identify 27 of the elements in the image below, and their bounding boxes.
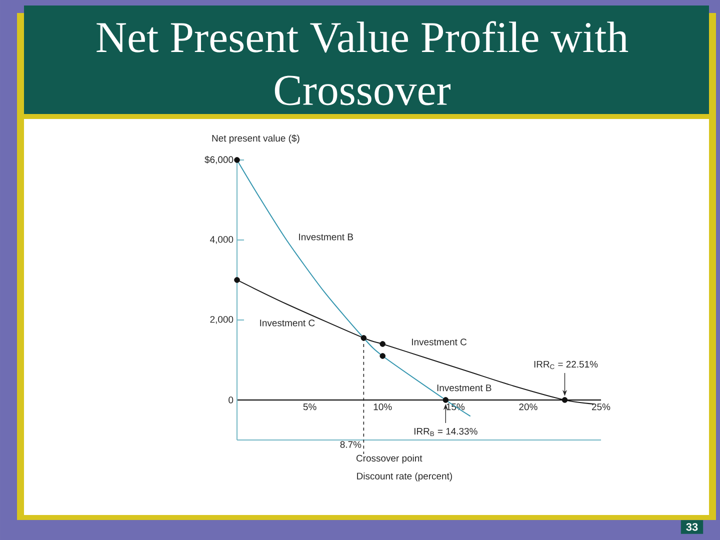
y-tick-label: $6,000	[204, 156, 234, 164]
series-label: Investment C	[260, 320, 315, 326]
point	[562, 397, 568, 403]
annotation: IRR$_{C}$ = 22.51%	[534, 360, 598, 370]
x-axis-title: Discount rate (percent)	[357, 472, 452, 482]
x-tick-label: 5%	[303, 404, 316, 410]
x-tick-label: 25%	[592, 404, 610, 410]
text: 33	[686, 523, 698, 531]
y-tick-label: 4,000	[210, 236, 234, 244]
y-tick-label: 0	[228, 396, 234, 404]
series-label: Investment B	[299, 234, 353, 240]
x-tick-label: 10%	[374, 404, 392, 410]
point	[442, 397, 449, 403]
text: Crossover point	[356, 454, 422, 464]
point	[380, 353, 386, 359]
chart-title: Net Present Value Profile with Crossover	[96, 21, 628, 106]
point	[234, 277, 240, 283]
annotation: IRR$_{B}$ = 14.33%	[414, 428, 478, 436]
point	[380, 341, 386, 347]
annotation: Investment C	[412, 338, 467, 346]
point	[360, 335, 367, 341]
y-axis-title: Net present value ($)	[212, 134, 300, 144]
x-tick-label: 20%	[519, 404, 538, 410]
point	[234, 157, 240, 163]
annotation: Investment B	[437, 384, 492, 392]
y-tick-label: 2,000	[210, 316, 234, 324]
ref-line-label: 8.7%	[340, 441, 362, 448]
